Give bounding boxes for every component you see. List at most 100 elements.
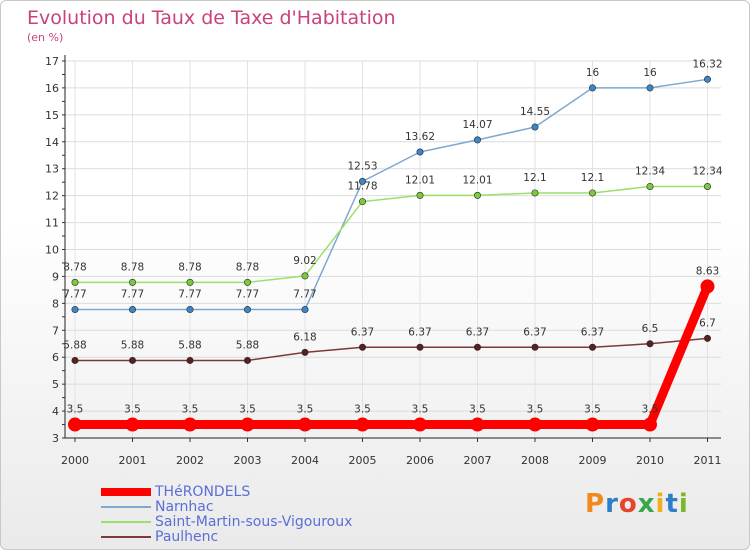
y-tick-label: 9 — [52, 270, 59, 283]
data-point — [301, 272, 309, 280]
x-tick-label: 2009 — [579, 454, 607, 467]
y-tick-label: 15 — [45, 109, 59, 122]
data-label: 3.5 — [124, 404, 141, 416]
data-point — [298, 417, 312, 432]
data-label: 7.77 — [121, 289, 144, 301]
x-tick-label: 2000 — [61, 454, 89, 467]
legend-label: THéRONDELS — [155, 484, 251, 500]
chart-subtitle: (en %) — [27, 31, 64, 44]
data-point — [244, 278, 252, 286]
y-tick-label: 7 — [52, 324, 59, 337]
data-point — [68, 417, 82, 432]
data-point — [588, 84, 596, 92]
data-point — [473, 191, 481, 199]
x-tick-label: 2001 — [119, 454, 147, 467]
data-label: 3.5 — [182, 404, 199, 416]
data-point — [186, 278, 194, 286]
data-label: 6.37 — [351, 326, 374, 338]
series-line-narnhac — [74, 78, 709, 311]
data-label: 12.34 — [692, 165, 722, 177]
data-label: 3.5 — [412, 404, 429, 416]
data-label: 3.5 — [354, 404, 371, 416]
x-tick-label: 2010 — [636, 454, 664, 467]
data-label: 12.01 — [462, 174, 492, 186]
data-point — [703, 75, 711, 83]
data-label: 5.88 — [178, 339, 201, 351]
data-label: 3.5 — [642, 404, 659, 416]
data-label: 3.5 — [67, 404, 84, 416]
data-point — [473, 343, 481, 351]
data-label: 14.55 — [520, 106, 550, 118]
x-tick-label: 2008 — [521, 454, 549, 467]
data-point — [473, 136, 481, 144]
data-label: 12.1 — [523, 172, 546, 184]
data-point — [301, 348, 309, 356]
data-point — [358, 177, 366, 185]
data-label: 6.7 — [699, 317, 716, 329]
logo-letter: P — [585, 489, 606, 519]
data-point — [470, 417, 485, 432]
series-line-saint-martin-sous-vigouroux — [74, 185, 709, 284]
x-tick-label: 2011 — [694, 454, 722, 467]
legend-swatch — [101, 506, 151, 508]
x-tick-label: 2005 — [349, 454, 377, 467]
y-tick-label: 16 — [45, 82, 59, 95]
y-tick-label: 4 — [52, 405, 59, 418]
data-label: 7.77 — [63, 289, 86, 301]
data-label: 12.1 — [581, 172, 604, 184]
data-label: 12.34 — [635, 165, 665, 177]
data-label: 3.5 — [527, 404, 544, 416]
legend-swatch — [101, 488, 151, 496]
data-label: 16.32 — [692, 58, 722, 70]
data-label: 8.78 — [121, 261, 144, 273]
data-label: 6.37 — [523, 326, 546, 338]
data-label: 5.88 — [63, 339, 86, 351]
legend-label: Narnhac — [155, 499, 214, 515]
data-point — [585, 417, 600, 432]
data-point — [301, 306, 309, 314]
data-point — [588, 343, 596, 351]
data-label: 3.5 — [584, 404, 601, 416]
data-point — [358, 198, 366, 206]
x-tick-label: 2003 — [234, 454, 262, 467]
y-tick-label: 6 — [52, 351, 59, 364]
legend-label: Saint-Martin-sous-Vigouroux — [155, 514, 353, 530]
data-point — [244, 306, 252, 314]
y-tick-label: 10 — [45, 244, 59, 257]
proxiti-logo: Proxiti — [585, 489, 689, 519]
x-tick-label: 2006 — [406, 454, 434, 467]
data-label: 8.78 — [63, 261, 86, 273]
data-point — [416, 191, 424, 199]
data-point — [129, 306, 137, 314]
data-label: 5.88 — [121, 339, 144, 351]
data-point — [358, 343, 366, 351]
data-point — [416, 148, 424, 156]
y-tick-label: 14 — [45, 136, 59, 149]
data-label: 8.78 — [236, 261, 259, 273]
chart-title: Evolution du Taux de Taxe d'Habitation — [27, 7, 396, 29]
data-label: 14.07 — [462, 119, 492, 131]
data-point — [531, 123, 539, 131]
data-point — [244, 356, 252, 364]
data-label: 7.77 — [178, 289, 201, 301]
legend-swatch — [101, 521, 151, 523]
logo-letter: x — [637, 489, 656, 519]
y-tick-label: 3 — [52, 432, 59, 445]
data-point — [413, 417, 427, 432]
data-label: 16 — [586, 67, 600, 79]
data-point — [703, 182, 711, 190]
data-point — [186, 356, 194, 364]
data-label: 6.37 — [466, 326, 489, 338]
data-label: 11.78 — [347, 181, 377, 193]
data-point — [355, 417, 370, 432]
data-point — [183, 417, 197, 432]
legend-label: Paulhenc — [155, 529, 219, 545]
data-point — [129, 356, 137, 364]
data-label: 7.77 — [236, 289, 259, 301]
data-label: 3.5 — [239, 404, 256, 416]
data-point — [416, 343, 424, 351]
data-point — [531, 343, 539, 351]
logo-letter: i — [678, 489, 689, 519]
y-tick-label: 13 — [45, 163, 59, 176]
